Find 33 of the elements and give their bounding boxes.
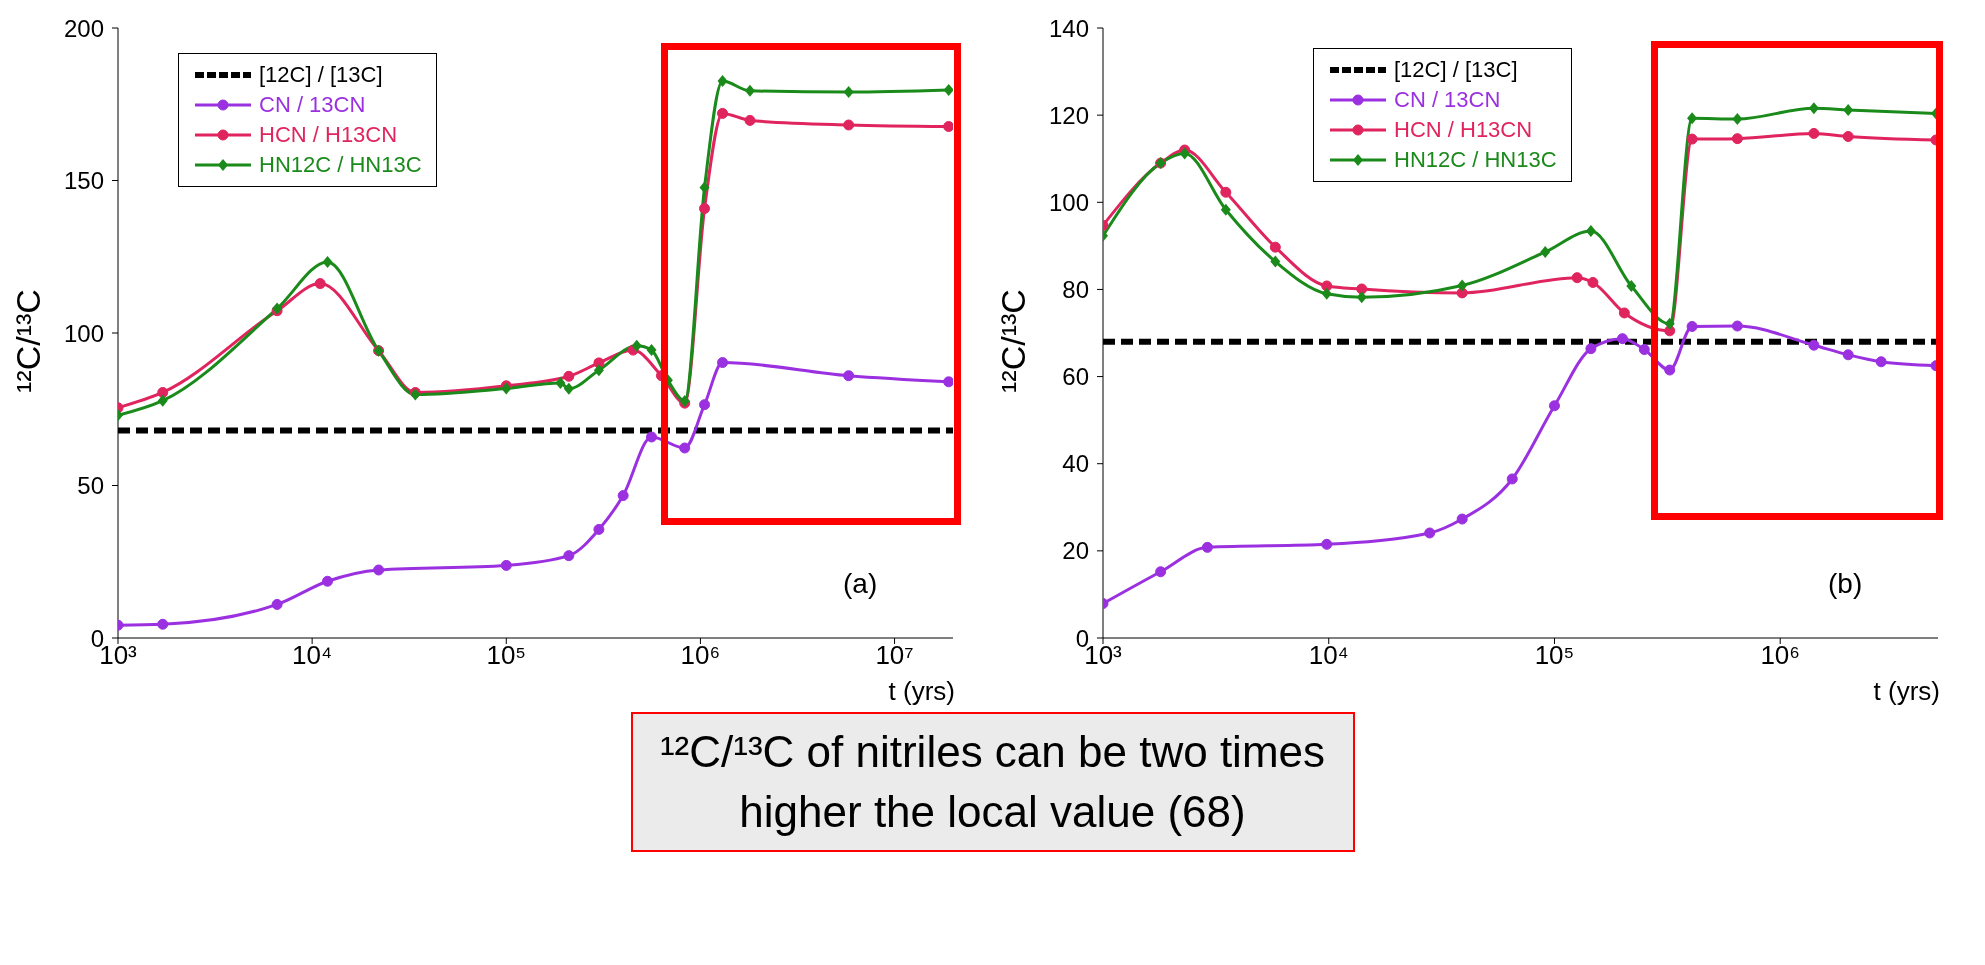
- x-tick-label: 10⁵: [486, 640, 527, 671]
- legend-label: [12C] / [13C]: [1394, 56, 1518, 84]
- annotation: (b): [1828, 568, 1863, 600]
- y-tick-label: 200: [63, 14, 104, 42]
- x-tick-label: 10⁵: [1534, 640, 1575, 671]
- x-tick-label: 10⁴: [292, 640, 333, 671]
- x-tick-label: 10⁴: [1308, 640, 1349, 671]
- y-tick-label: 150: [63, 167, 104, 195]
- y-tick-label: 40: [1062, 450, 1089, 478]
- y-tick-label: 80: [1062, 275, 1089, 303]
- annotation: (a): [843, 568, 878, 600]
- y-tick-label: 20: [1062, 537, 1089, 565]
- y-tick-label: 100: [1048, 188, 1089, 216]
- y-tick-label: 60: [1062, 363, 1089, 391]
- legend-label: HN12C / HN13C: [259, 151, 422, 179]
- legend-label: [12C] / [13C]: [259, 61, 383, 89]
- legend-label: CN / 13CN: [259, 91, 366, 119]
- y-tick-label: 140: [1048, 14, 1089, 42]
- x-tick-label: 10⁶: [1760, 640, 1801, 671]
- y-tick-label: 120: [1048, 101, 1089, 129]
- legend-label: CN / 13CN: [1394, 86, 1501, 114]
- y-axis-title: ¹²C/¹³C: [9, 289, 48, 393]
- x-tick-label: 10⁷: [875, 640, 914, 671]
- x-tick-label: 10⁶: [680, 640, 721, 671]
- y-axis-title: ¹²C/¹³C: [994, 289, 1033, 393]
- y-tick-label: 100: [63, 319, 104, 347]
- y-tick-label: 50: [77, 472, 104, 500]
- legend-label: HCN / H13CN: [259, 121, 398, 149]
- legend-label: HN12C / HN13C: [1394, 146, 1557, 174]
- x-axis-title: t (yrs): [888, 676, 955, 706]
- legend-label: HCN / H13CN: [1394, 116, 1533, 144]
- text: ¹²C/¹³C of nitriles can be two times higher the local value (68): [630, 712, 1355, 852]
- x-axis-title: t (yrs): [1873, 676, 1940, 706]
